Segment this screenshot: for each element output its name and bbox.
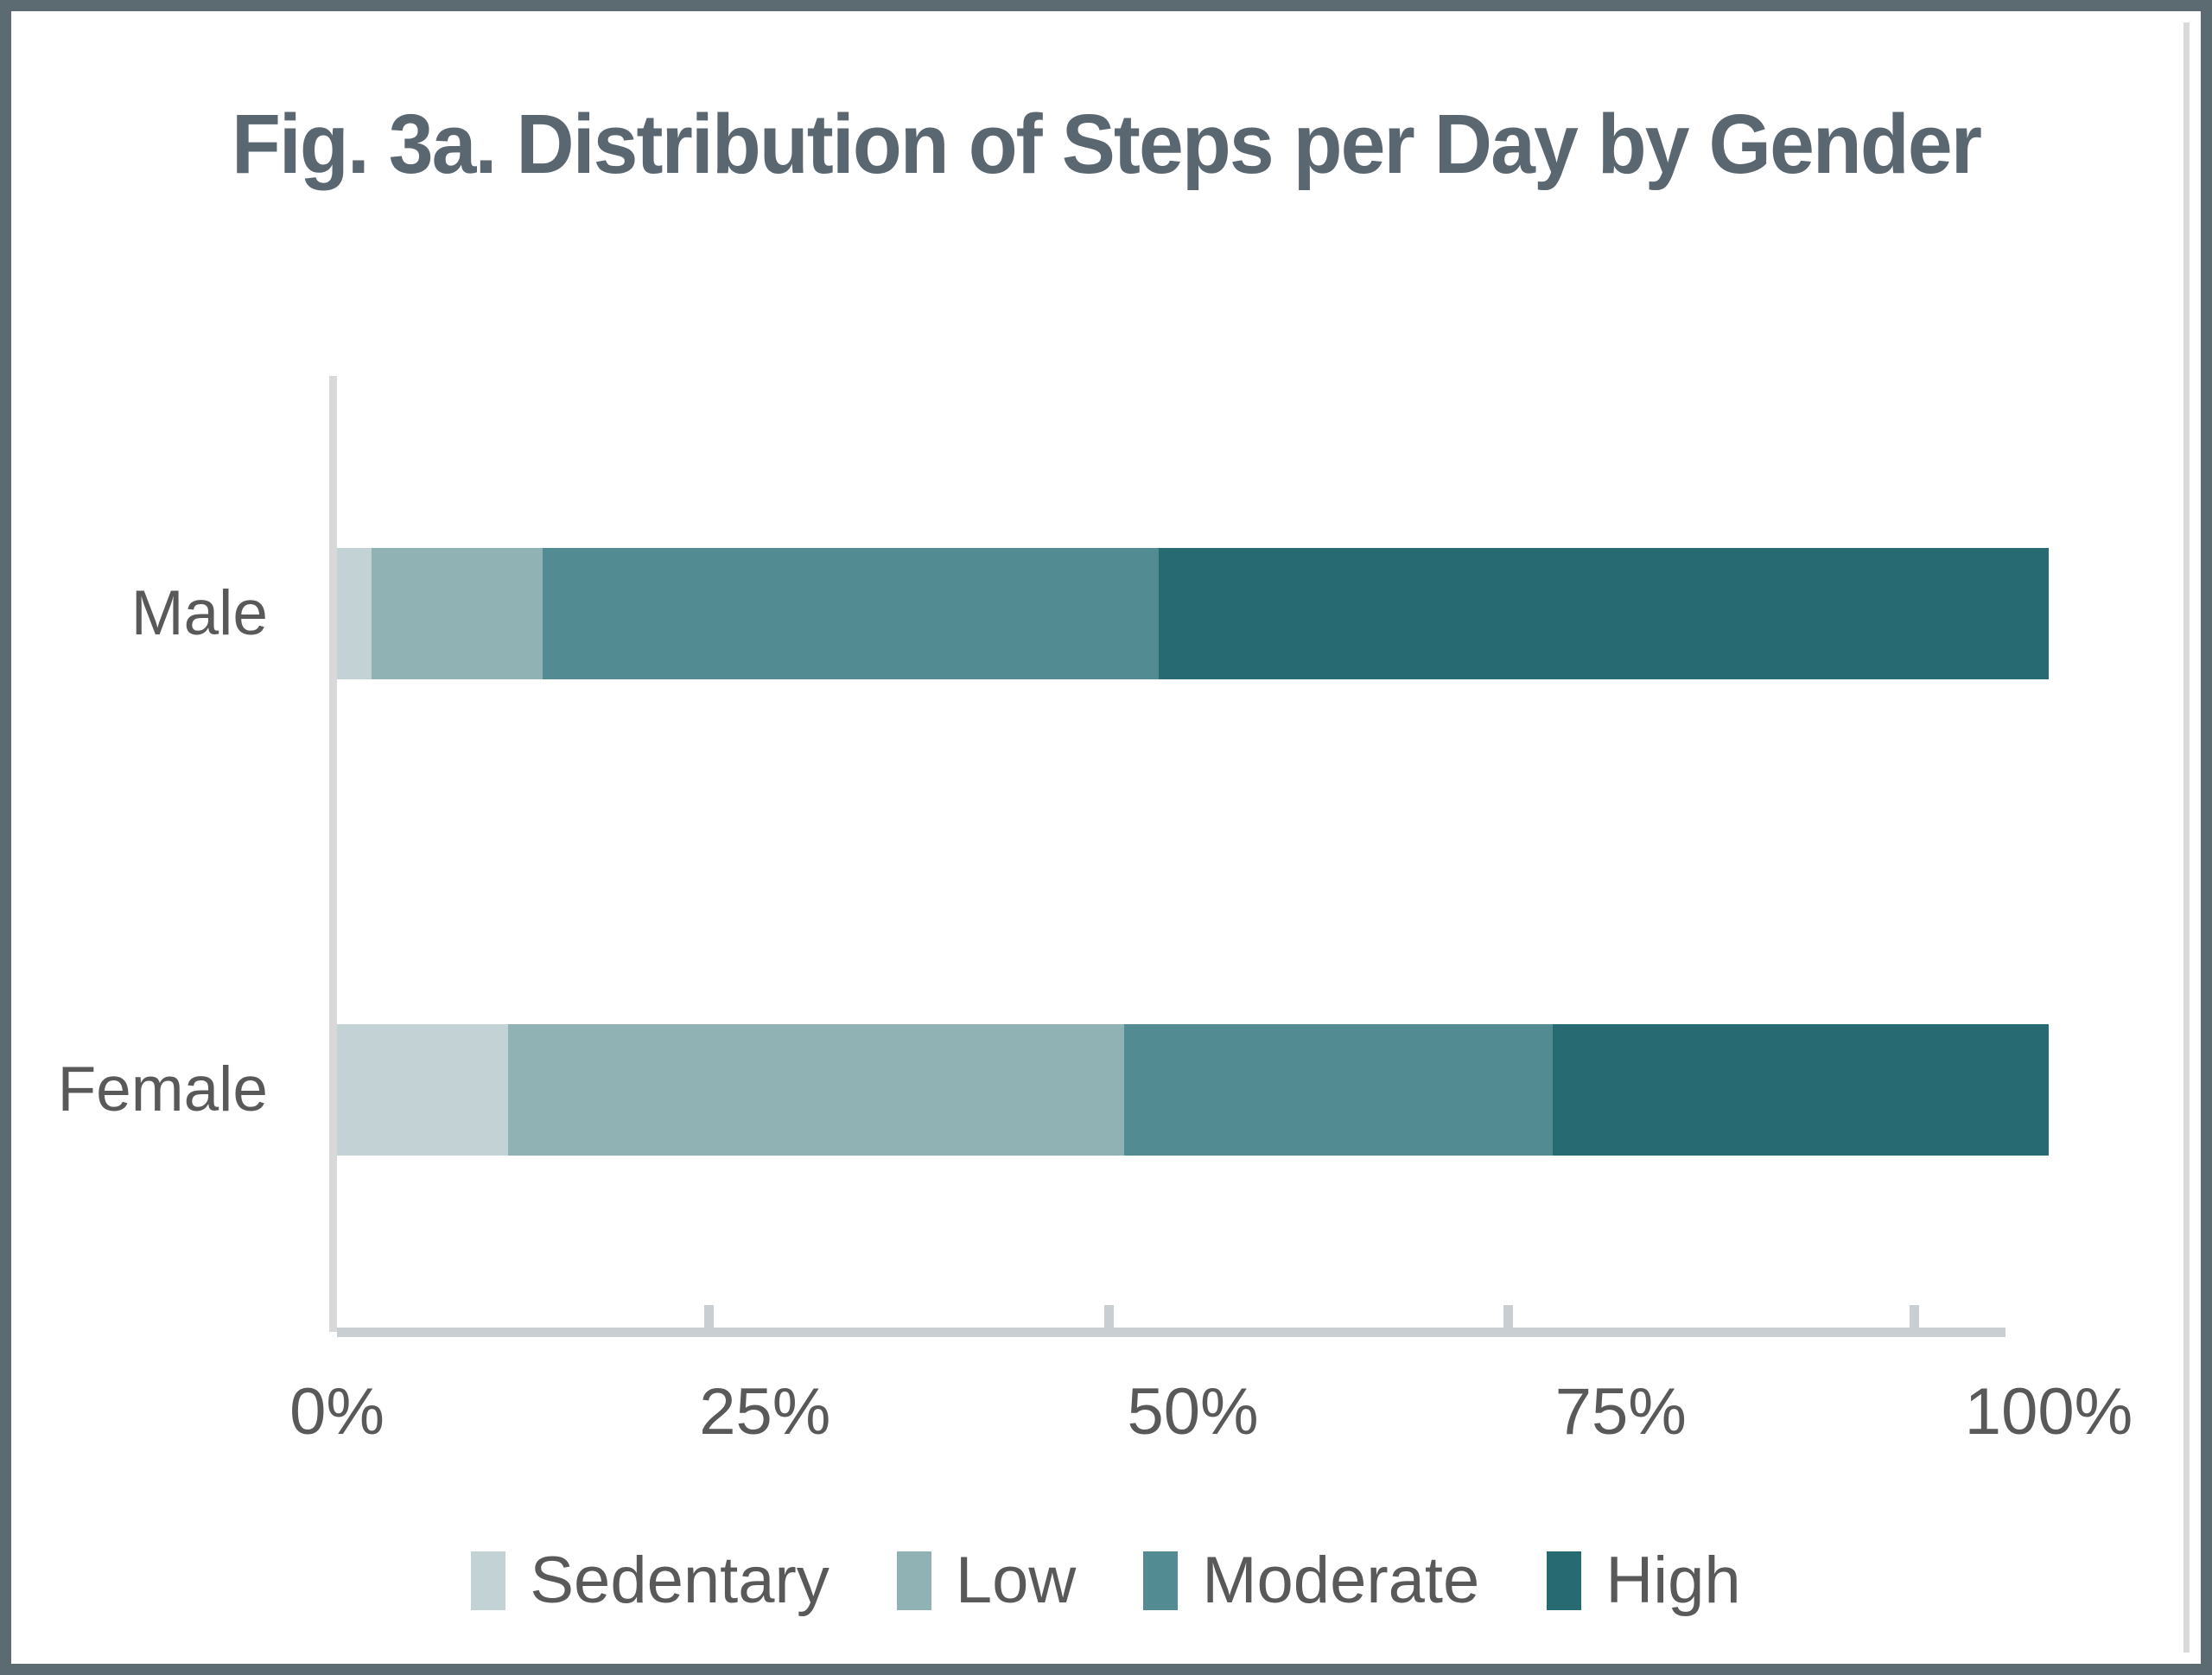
bar-female bbox=[337, 1024, 2049, 1156]
x-axis-tick bbox=[1104, 1305, 1115, 1329]
legend-label-sedentary: Sedentary bbox=[530, 1544, 830, 1617]
bar-segment-female-sedentary bbox=[337, 1024, 509, 1156]
frame-inner-edge bbox=[2183, 22, 2190, 1653]
x-axis-tick-label-0: 0% bbox=[289, 1375, 385, 1449]
x-axis-line bbox=[337, 1328, 2006, 1337]
x-axis-tick-label-25: 25% bbox=[699, 1375, 831, 1449]
chart-title: Fig. 3a. Distribution of Steps per Day b… bbox=[231, 97, 1982, 191]
x-axis-tick-label-50: 50% bbox=[1127, 1375, 1259, 1449]
bar-segment-female-moderate bbox=[1124, 1024, 1553, 1156]
x-axis-tick bbox=[703, 1305, 714, 1329]
bar-segment-male-moderate bbox=[542, 548, 1159, 679]
bar-segment-female-high bbox=[1552, 1024, 2049, 1156]
x-axis-tick bbox=[1909, 1305, 1919, 1329]
legend-label-moderate: Moderate bbox=[1202, 1544, 1480, 1617]
legend-label-high: High bbox=[1605, 1544, 1741, 1617]
legend-item-moderate: Moderate bbox=[1143, 1543, 1479, 1618]
legend-item-low: Low bbox=[896, 1543, 1077, 1618]
legend-label-low: Low bbox=[955, 1544, 1077, 1617]
bar-segment-male-high bbox=[1158, 548, 2049, 679]
category-label-male: Male bbox=[130, 578, 268, 648]
x-axis-tick-label-75: 75% bbox=[1554, 1375, 1687, 1449]
x-axis-tick-label-100: 100% bbox=[1964, 1375, 2133, 1449]
y-axis-line bbox=[329, 376, 337, 1332]
x-axis-tick bbox=[1503, 1305, 1513, 1329]
bar-segment-male-low bbox=[371, 548, 543, 679]
legend-swatch-high bbox=[1547, 1551, 1582, 1610]
legend-item-sedentary: Sedentary bbox=[471, 1543, 830, 1618]
legend-item-high: High bbox=[1547, 1543, 1741, 1618]
legend-swatch-moderate bbox=[1143, 1551, 1179, 1610]
category-label-female: Female bbox=[57, 1054, 268, 1124]
bar-segment-male-sedentary bbox=[337, 548, 372, 679]
bar-segment-female-low bbox=[508, 1024, 1125, 1156]
legend-swatch-sedentary bbox=[471, 1551, 506, 1610]
legend-swatch-low bbox=[896, 1551, 931, 1610]
plot-area: 0% 25% 50% 75% 100% Male Female bbox=[58, 376, 2133, 1449]
legend: Sedentary Low Moderate High bbox=[11, 1543, 2201, 1618]
bar-male bbox=[337, 548, 2049, 679]
